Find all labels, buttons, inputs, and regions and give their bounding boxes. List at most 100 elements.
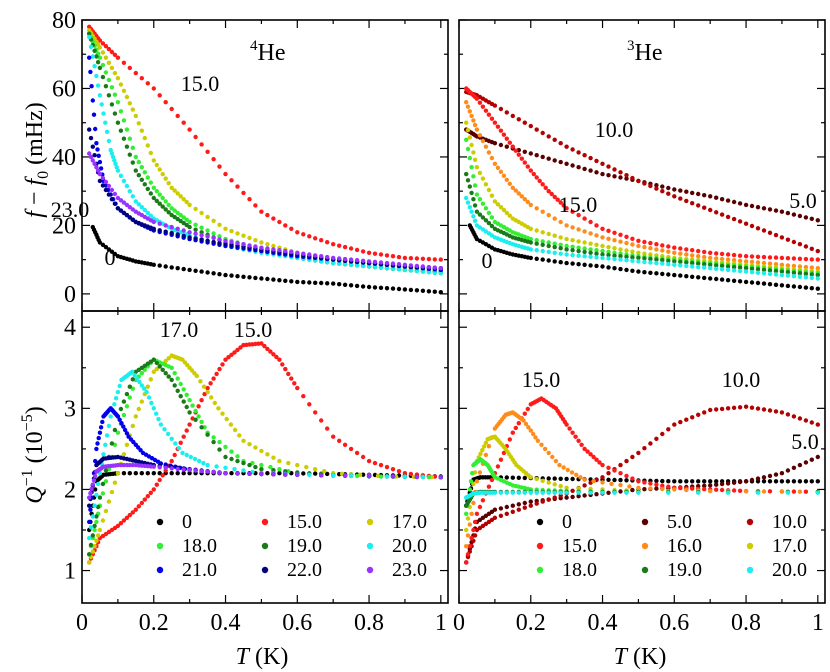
- data-point: [519, 194, 524, 199]
- data-point: [594, 233, 599, 238]
- data-point: [165, 431, 171, 437]
- data-point: [97, 65, 103, 71]
- data-point: [588, 263, 593, 268]
- data-point: [606, 252, 611, 258]
- data-point: [228, 422, 234, 427]
- data-point: [464, 195, 469, 201]
- data-point: [432, 257, 437, 262]
- data-point: [89, 84, 94, 89]
- data-point: [212, 400, 217, 406]
- data-point: [113, 396, 119, 401]
- legend-label: 17.0: [772, 535, 807, 557]
- data-point: [618, 482, 623, 488]
- data-point: [507, 213, 512, 218]
- data-point: [265, 276, 270, 282]
- x-tick-label: 0.8: [354, 610, 384, 636]
- data-point: [648, 183, 653, 189]
- data-point: [486, 210, 492, 216]
- data-point: [193, 408, 198, 414]
- data-point: [366, 259, 372, 264]
- data-point: [149, 400, 154, 406]
- data-point: [100, 74, 106, 80]
- x-axis-label-left: T (K): [236, 644, 289, 670]
- data-point: [612, 230, 617, 235]
- data-point: [555, 197, 560, 202]
- data-point: [100, 62, 106, 68]
- data-point: [304, 464, 309, 470]
- data-point: [420, 264, 426, 269]
- data-point: [199, 425, 204, 430]
- data-point: [378, 252, 384, 257]
- data-point: [163, 223, 168, 228]
- data-point: [504, 490, 509, 495]
- data-point: [797, 242, 803, 247]
- data-point: [534, 238, 539, 243]
- data-point: [188, 454, 193, 460]
- data-point: [803, 479, 809, 484]
- legend-item: 23.0: [366, 559, 427, 581]
- data-point: [797, 264, 803, 269]
- x-tick-label: 1: [812, 610, 824, 636]
- data-point: [489, 116, 495, 121]
- data-point: [241, 242, 246, 247]
- data-point: [384, 464, 390, 470]
- data-point: [181, 228, 186, 233]
- data-point: [229, 449, 234, 454]
- data-point: [791, 489, 797, 494]
- data-point: [501, 207, 507, 213]
- data-point: [749, 477, 755, 483]
- data-point: [797, 271, 803, 276]
- data-point: [414, 474, 420, 480]
- data-point: [576, 262, 581, 267]
- data-point: [193, 222, 198, 227]
- data-point: [725, 198, 731, 203]
- data-point: [87, 55, 92, 60]
- data-point: [109, 85, 115, 90]
- data-point: [295, 230, 300, 235]
- data-point: [154, 360, 159, 366]
- data-point: [624, 478, 629, 483]
- data-point: [564, 144, 569, 149]
- data-point: [528, 226, 533, 231]
- data-point: [97, 171, 103, 177]
- data-point: [648, 486, 653, 491]
- data-point: [480, 138, 486, 144]
- data-point: [464, 511, 469, 516]
- data-point: [678, 188, 683, 193]
- data-point: [337, 256, 342, 261]
- data-point: [100, 491, 106, 496]
- data-point: [160, 195, 165, 201]
- data-point: [106, 247, 112, 252]
- data-point: [785, 263, 791, 268]
- data-point: [737, 488, 743, 493]
- data-point: [295, 250, 300, 255]
- data-point: [145, 143, 150, 148]
- data-point: [630, 255, 635, 260]
- data-point: [624, 254, 629, 259]
- data-point: [660, 486, 665, 492]
- data-point: [372, 460, 378, 466]
- y-tick-label: 40: [52, 145, 76, 171]
- data-point: [612, 266, 617, 271]
- data-point: [582, 254, 587, 259]
- data-point: [743, 404, 749, 409]
- data-point: [498, 106, 504, 112]
- data-point: [331, 242, 336, 247]
- data-point: [96, 153, 101, 158]
- data-point: [426, 264, 432, 270]
- data-point: [112, 52, 118, 57]
- data-point: [92, 161, 97, 166]
- data-point: [133, 168, 138, 173]
- data-point: [408, 471, 414, 477]
- data-point: [731, 278, 737, 283]
- data-point: [271, 277, 276, 282]
- data-point: [100, 175, 106, 181]
- data-point: [420, 474, 426, 480]
- data-point: [725, 406, 731, 411]
- data-point: [785, 412, 791, 417]
- data-point: [600, 248, 605, 254]
- panel-bottom-right: 0 0.2 0.4 0.6 0.8 115.0 10.05.00 5.0 10.015.0 16.…: [453, 310, 826, 636]
- panel-title: 4He: [250, 38, 285, 66]
- legend-label: 20.0: [772, 559, 807, 581]
- data-point: [118, 128, 124, 133]
